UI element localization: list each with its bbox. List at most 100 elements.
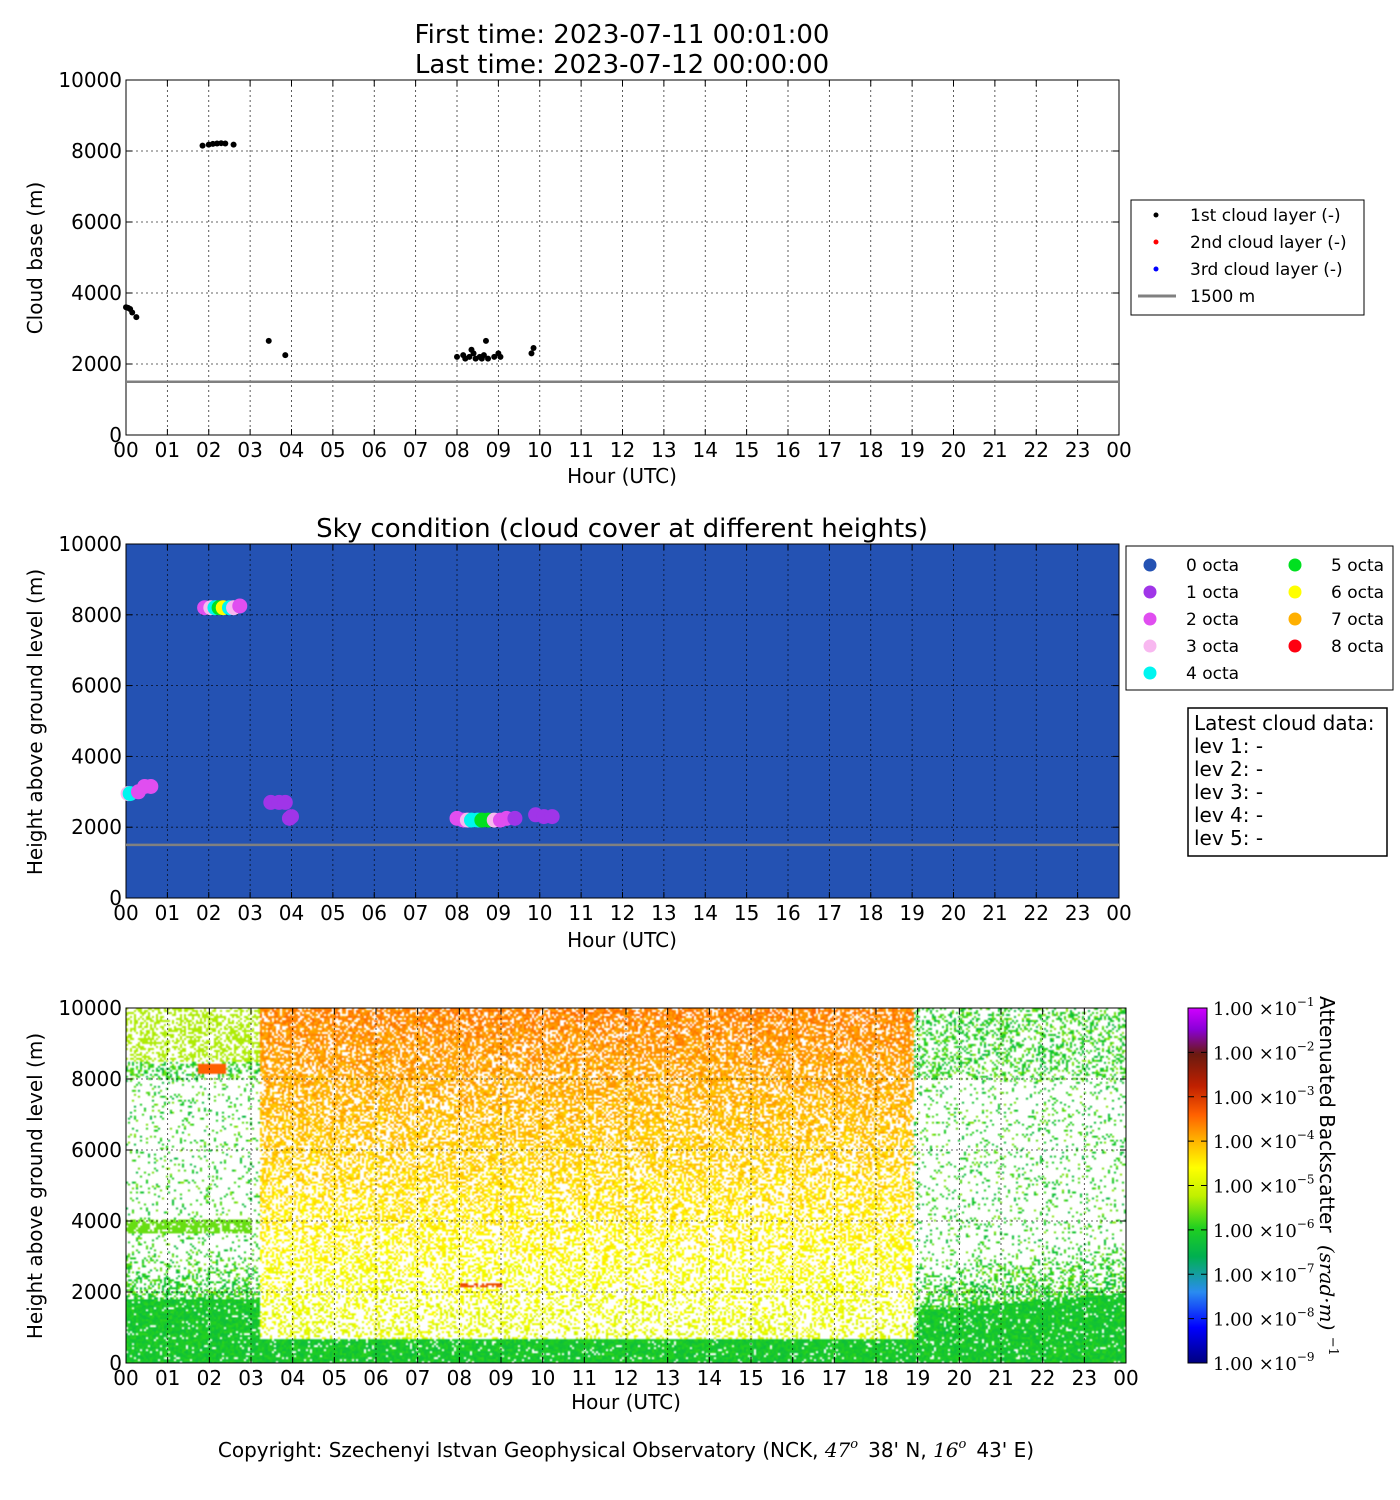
x-tick-label: 12 xyxy=(610,901,635,925)
octa-legend-label: 3 octa xyxy=(1186,637,1239,657)
latest-cloud-lev5: lev 5: - xyxy=(1194,826,1263,850)
x-tick-label: 12 xyxy=(610,438,635,462)
octa-legend-label: 0 octa xyxy=(1186,556,1239,576)
sky-condition-point xyxy=(507,810,523,826)
legend-label-layer3: 3rd cloud layer (-) xyxy=(1190,260,1343,280)
x-tick-label: 06 xyxy=(362,438,387,462)
octa-legend-label: 2 octa xyxy=(1186,610,1239,630)
cloud-base-point xyxy=(480,352,487,359)
x-tick-label: 23 xyxy=(1065,901,1090,925)
x-tick-label: 15 xyxy=(734,438,759,462)
cloud-base-points xyxy=(123,140,537,362)
colorbar-tick-label: 1.00 ×10−8 xyxy=(1213,1306,1315,1331)
latest-cloud-data-title: Latest cloud data: xyxy=(1194,711,1374,735)
x-tick-label: 21 xyxy=(982,438,1007,462)
legend-label-layer2: 2nd cloud layer (-) xyxy=(1190,233,1347,253)
x-tick-label: 11 xyxy=(568,438,593,462)
sky-condition-point xyxy=(277,794,293,810)
x-tick-label: 04 xyxy=(279,438,304,462)
octa-legend-marker xyxy=(1288,612,1302,626)
colorbar-label-unit: (srad·m) xyxy=(1315,1245,1339,1330)
x-tick-label: 15 xyxy=(738,1366,763,1390)
octa-legend-label: 7 octa xyxy=(1331,610,1384,630)
x-tick-label: 02 xyxy=(196,901,221,925)
cloud-base-point xyxy=(282,352,289,359)
cloud-base-point xyxy=(485,355,492,362)
octa-legend-marker xyxy=(1143,666,1157,680)
cloud-base-point xyxy=(454,353,460,360)
x-tick-label: 00 xyxy=(1106,901,1131,925)
header-last-time: Last time: 2023-07-12 00:00:00 xyxy=(415,50,829,80)
x-tick-label: 05 xyxy=(322,1366,347,1390)
cloud-base-y-ticks: 0 2000 4000 6000 8000 10000 xyxy=(58,68,1119,447)
colorbar-label-group: Attenuated Backscatter (srad·m) −1 xyxy=(1315,996,1340,1356)
cloud-base-point xyxy=(466,353,473,360)
footer-lon-deg: 16 xyxy=(933,1438,959,1462)
sky-condition-y-label: Height above ground level (m) xyxy=(23,569,47,875)
sky-condition-grid xyxy=(126,544,1119,898)
x-tick-label: 17 xyxy=(817,438,842,462)
latest-cloud-lev1: lev 1: - xyxy=(1194,734,1263,758)
backscatter-y-ticks: 0 2000 4000 6000 8000 10000 xyxy=(58,996,1126,1375)
x-tick-label: 04 xyxy=(280,1366,305,1390)
x-tick-label: 20 xyxy=(941,901,966,925)
footer-lon-min: 43' E) xyxy=(976,1438,1034,1462)
y-tick-label: 10000 xyxy=(58,68,122,92)
octa-legend-marker xyxy=(1143,612,1157,626)
x-tick-label: 10 xyxy=(527,901,552,925)
cloud-base-x-ticks: 00 01 02 03 04 05 06 07 08 09 10 11 12 13 14 15 16 17 18 19… xyxy=(113,80,1132,462)
x-tick-label: 09 xyxy=(488,1366,513,1390)
y-tick-label: 8000 xyxy=(71,603,122,627)
x-tick-label: 02 xyxy=(197,1366,222,1390)
y-tick-label: 0 xyxy=(109,1351,122,1375)
cloud-base-point xyxy=(222,140,229,147)
x-tick-label: 04 xyxy=(279,901,304,925)
x-tick-label: 18 xyxy=(858,901,883,925)
backscatter-grid xyxy=(126,1008,1126,1363)
x-tick-label: 19 xyxy=(899,901,924,925)
latest-cloud-lev2: lev 2: - xyxy=(1194,757,1263,781)
x-tick-label: 00 xyxy=(1113,1366,1138,1390)
x-tick-label: 16 xyxy=(775,901,800,925)
x-tick-label: 21 xyxy=(988,1366,1013,1390)
x-tick-label: 23 xyxy=(1072,1366,1097,1390)
sky-condition-point xyxy=(143,778,159,794)
x-tick-label: 15 xyxy=(734,901,759,925)
cloud-base-legend: 1st cloud layer (-) 2nd cloud layer (-) … xyxy=(1130,199,1365,316)
sky-condition-points xyxy=(120,598,560,828)
y-tick-label: 4000 xyxy=(71,744,122,768)
octa-legend-marker xyxy=(1288,558,1302,572)
x-tick-label: 05 xyxy=(320,901,345,925)
y-tick-label: 10000 xyxy=(58,996,122,1020)
cloud-base-point xyxy=(230,141,237,148)
x-tick-label: 19 xyxy=(899,438,924,462)
x-tick-label: 17 xyxy=(817,901,842,925)
footer-copyright: Copyright: Szechenyi Istvan Geophysical … xyxy=(218,1437,1034,1462)
cloud-base-point xyxy=(482,337,489,344)
legend-marker-layer3 xyxy=(1153,266,1159,272)
x-tick-label: 18 xyxy=(863,1366,888,1390)
octa-legend-label: 6 octa xyxy=(1331,583,1384,603)
colorbar-label: Attenuated Backscatter (srad·m) −1 xyxy=(1315,996,1340,1356)
cloud-base-point xyxy=(470,350,477,357)
colorbar: 1.00 ×10−1 1.00 ×10−2 1.00 ×10−3 1.00 ×10−4… xyxy=(1187,995,1340,1375)
octa-legend-marker xyxy=(1288,639,1302,653)
sky-condition-y-ticks: 0 2000 4000 6000 8000 10000 xyxy=(58,532,1119,910)
x-tick-label: 10 xyxy=(530,1366,555,1390)
x-tick-label: 03 xyxy=(237,901,262,925)
x-tick-label: 01 xyxy=(155,901,180,925)
cloud-base-point xyxy=(265,337,272,344)
legend-marker-layer1 xyxy=(1153,212,1159,218)
x-tick-label: 07 xyxy=(405,1366,430,1390)
octa-legend: 0 octa 1 octa 2 octa 3 octa 4 octa 5 octa 6 oc… xyxy=(1125,545,1394,691)
x-tick-label: 16 xyxy=(775,438,800,462)
colorbar-ticks: 1.00 ×10−1 1.00 ×10−2 1.00 ×10−3 1.00 ×10−4… xyxy=(1188,995,1315,1375)
y-tick-label: 8000 xyxy=(71,139,122,163)
x-tick-label: 08 xyxy=(444,901,469,925)
cloud-base-y-label: Cloud base (m) xyxy=(23,182,47,335)
legend-marker-layer2 xyxy=(1153,239,1159,245)
x-tick-label: 00 xyxy=(1106,438,1131,462)
y-tick-label: 2000 xyxy=(71,815,122,839)
